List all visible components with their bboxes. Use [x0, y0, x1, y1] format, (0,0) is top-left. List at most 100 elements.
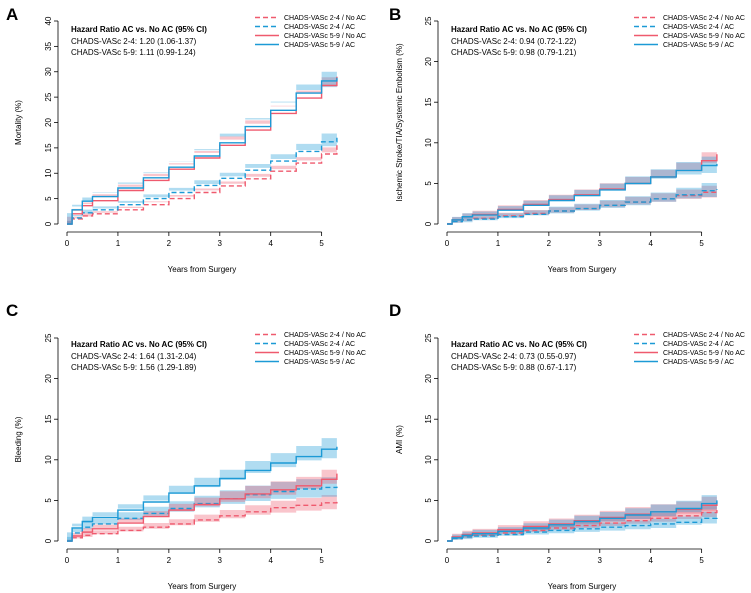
y-tick-label: 5 [44, 196, 53, 201]
ci-band-3 [447, 154, 717, 224]
y-axis-label: Bleeding (%) [14, 416, 23, 462]
hr-line: CHADS-VASc 2-4: 1.64 (1.31-2.04) [71, 352, 197, 361]
hr-title: Hazard Ratio AC vs. No AC (95% CI) [451, 25, 587, 34]
legend-label: CHADS-VASc 5-9 / No AC [663, 350, 745, 357]
y-tick-label: 0 [424, 538, 433, 543]
hr-title: Hazard Ratio AC vs. No AC (95% CI) [71, 25, 207, 34]
x-tick-label: 3 [218, 556, 223, 565]
x-axis-label: Years from Surgery [548, 265, 617, 274]
x-tick-label: 0 [445, 239, 450, 248]
y-tick-label: 25 [44, 333, 53, 342]
ci-band-0 [447, 183, 717, 224]
y-tick-label: 20 [44, 374, 53, 383]
x-axis-label: Years from Surgery [168, 582, 237, 591]
x-tick-label: 1 [116, 239, 121, 248]
x-tick-label: 4 [268, 556, 273, 565]
series-line-3 [447, 500, 718, 542]
y-tick-label: 25 [424, 16, 433, 25]
series-line-1 [67, 137, 338, 225]
y-tick-label: 0 [424, 221, 433, 226]
series-line-3 [67, 446, 338, 542]
x-tick-label: 2 [167, 556, 172, 565]
hr-line: CHADS-VASc 5-9: 0.98 (0.79-1.21) [451, 48, 577, 57]
ci-band-2 [67, 463, 337, 541]
series-line-0 [67, 501, 338, 542]
legend-label: CHADS-VASc 5-9 / AC [663, 42, 734, 49]
panel-a: A 0 1 2 3 4 5 0 5 10 15 20 25 30 35 40 Years from Surger… [6, 5, 366, 274]
x-tick-label: 0 [65, 556, 70, 565]
x-tick-label: 4 [648, 556, 653, 565]
legend-label: CHADS-VASc 5-9 / AC [663, 359, 734, 366]
x-tick-label: 1 [496, 556, 501, 565]
x-tick-label: 0 [445, 556, 450, 565]
y-tick-label: 40 [44, 16, 53, 25]
y-tick-label: 20 [424, 57, 433, 66]
x-tick-label: 1 [116, 556, 121, 565]
series-line-0 [67, 145, 338, 225]
y-tick-label: 15 [44, 414, 53, 423]
legend-label: CHADS-VASc 5-9 / No AC [663, 33, 745, 40]
legend-label: CHADS-VASc 5-9 / No AC [284, 350, 366, 357]
legend-label: CHADS-VASc 5-9 / AC [284, 42, 355, 49]
hr-line: CHADS-VASc 5-9: 1.11 (0.99-1.24) [71, 48, 196, 57]
y-tick-label: 20 [424, 374, 433, 383]
x-tick-label: 5 [699, 239, 704, 248]
panel-d: D 0 1 2 3 4 5 0 5 10 15 20 25 Years from Surgery AMI (… [389, 301, 745, 591]
y-tick-label: 10 [424, 455, 433, 464]
legend-label: CHADS-VASc 2-4 / AC [284, 24, 355, 31]
x-tick-label: 3 [598, 556, 603, 565]
legend-label: CHADS-VASc 2-4 / No AC [284, 15, 366, 22]
legend-label: CHADS-VASc 2-4 / No AC [663, 332, 745, 339]
y-tick-label: 0 [44, 221, 53, 226]
ci-band-0 [67, 493, 337, 541]
y-tick-label: 5 [44, 498, 53, 503]
ci-band-1 [447, 181, 717, 224]
y-tick-label: 10 [44, 168, 53, 177]
legend-label: CHADS-VASc 2-4 / AC [663, 24, 734, 31]
x-tick-label: 4 [648, 239, 653, 248]
panel-letter: A [6, 5, 18, 24]
panel-letter: D [389, 301, 401, 320]
x-axis-label: Years from Surgery [168, 265, 237, 274]
y-tick-label: 15 [44, 143, 53, 152]
legend-label: CHADS-VASc 2-4 / AC [663, 341, 734, 348]
y-tick-label: 30 [44, 67, 53, 76]
x-tick-label: 3 [598, 239, 603, 248]
y-tick-label: 35 [44, 41, 53, 50]
x-axis-label: Years from Surgery [548, 582, 617, 591]
ci-band-3 [447, 491, 717, 541]
ci-band-1 [67, 129, 337, 224]
series-line-1 [447, 189, 718, 225]
y-tick-label: 20 [44, 118, 53, 127]
y-axis-label: AMI (%) [395, 425, 404, 454]
series-line-3 [67, 77, 338, 225]
y-tick-label: 0 [44, 538, 53, 543]
x-tick-label: 0 [65, 239, 70, 248]
panel-letter: C [6, 301, 18, 320]
x-tick-label: 5 [319, 556, 324, 565]
x-tick-label: 2 [547, 556, 552, 565]
panel-b: B 0 1 2 3 4 5 0 5 10 15 20 25 Years from Surgery Ische… [389, 5, 745, 274]
x-tick-label: 2 [167, 239, 172, 248]
y-tick-label: 25 [424, 333, 433, 342]
y-tick-label: 10 [424, 138, 433, 147]
y-tick-label: 15 [424, 414, 433, 423]
legend-label: CHADS-VASc 5-9 / AC [284, 359, 355, 366]
hr-line: CHADS-VASc 5-9: 1.56 (1.29-1.89) [71, 363, 197, 372]
x-tick-label: 5 [319, 239, 324, 248]
hr-line: CHADS-VASc 2-4: 1.20 (1.06-1.37) [71, 37, 197, 46]
hr-line: CHADS-VASc 5-9: 0.88 (0.67-1.17) [451, 363, 577, 372]
series-line-2 [67, 473, 338, 542]
x-tick-label: 4 [268, 239, 273, 248]
x-tick-label: 5 [699, 556, 704, 565]
y-axis-label: Ischemic Stroke/TIA/Systemic Embolism (%… [395, 43, 404, 202]
hr-title: Hazard Ratio AC vs. No AC (95% CI) [71, 340, 207, 349]
series-line-3 [447, 163, 718, 225]
y-tick-label: 5 [424, 498, 433, 503]
y-axis-label: Mortality (%) [14, 100, 23, 145]
y-tick-label: 5 [424, 181, 433, 186]
panel-c: C 0 1 2 3 4 5 0 5 10 15 20 25 Years from Surgery Bleed… [6, 301, 366, 591]
x-tick-label: 3 [218, 239, 223, 248]
x-tick-label: 1 [496, 239, 501, 248]
